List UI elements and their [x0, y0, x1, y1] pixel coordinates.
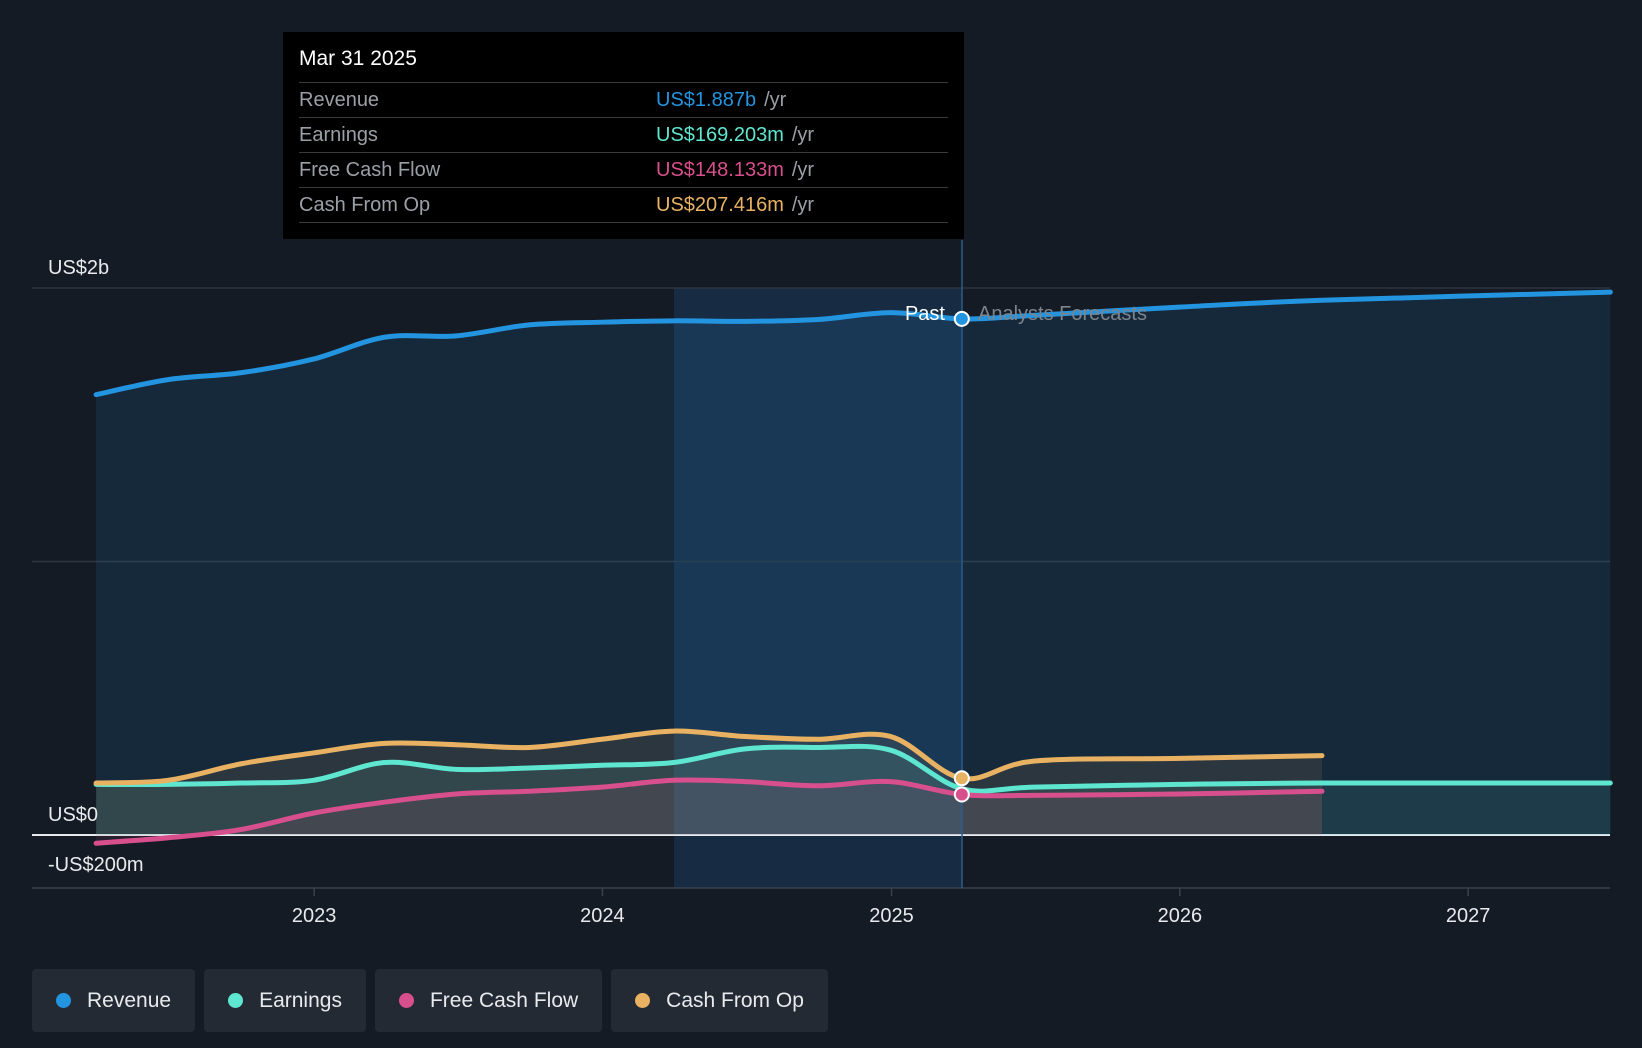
cash-from-op-area — [96, 731, 1323, 835]
legend-item-revenue[interactable]: Revenue — [32, 969, 196, 1032]
legend-item-earnings[interactable]: Earnings — [204, 969, 366, 1032]
hover-markers — [953, 310, 970, 803]
tooltip-value: US$169.203m — [656, 123, 784, 146]
grid — [32, 287, 1610, 889]
tooltip-row-earnings: Earnings US$169.203m /yr — [299, 117, 948, 152]
x-tick-label: 2023 — [292, 905, 337, 927]
tooltip-label: Revenue — [299, 88, 380, 111]
cash-from-op-marker — [953, 770, 970, 787]
legend-label: Cash From Op — [666, 988, 804, 1012]
tooltip-row-revenue: Revenue US$1.887b /yr — [299, 82, 948, 117]
legend-label: Free Cash Flow — [429, 988, 579, 1012]
y-axis-labels: US$2b US$0 -US$200m — [48, 257, 144, 876]
tooltip-label: Free Cash Flow — [299, 158, 441, 181]
revenue-line — [93, 289, 1613, 398]
tooltip-value: US$1.887b — [656, 88, 757, 111]
revenue-area — [96, 292, 1611, 835]
tooltip-unit: /yr — [764, 88, 787, 111]
tooltip-unit: /yr — [791, 158, 815, 181]
legend-dot-icon — [228, 993, 244, 1008]
free-cash-flow-marker — [953, 786, 970, 803]
tooltip-row-cash-from-op: Cash From Op US$207.416m /yr — [299, 187, 948, 223]
legend-dot-icon — [56, 993, 71, 1008]
tooltip-unit: /yr — [791, 193, 815, 216]
x-tick-label: 2027 — [1446, 905, 1491, 927]
tooltip-row-free-cash-flow: Free Cash Flow US$148.133m /yr — [299, 152, 948, 187]
legend-dot-icon — [398, 993, 414, 1008]
legend: Revenue Earnings Free Cash Flow Cash Fro… — [32, 969, 828, 1032]
tooltip-value: US$148.133m — [656, 158, 784, 181]
legend-label: Earnings — [259, 988, 342, 1012]
tooltip-label: Earnings — [299, 123, 378, 146]
tooltip-value: US$207.416m — [656, 193, 784, 216]
y-tick-label: US$0 — [48, 804, 98, 826]
series-areas — [96, 292, 1611, 844]
legend-dot-icon — [635, 993, 651, 1008]
earnings-area — [96, 746, 1611, 835]
free-cash-flow-line — [93, 777, 1325, 846]
past-label: Past — [905, 303, 945, 325]
x-tick-label: 2025 — [869, 905, 914, 927]
tooltip-label: Cash From Op — [299, 193, 431, 216]
forecast-label: Analysts Forecasts — [978, 303, 1147, 325]
tooltip-unit: /yr — [791, 123, 815, 146]
legend-label: Revenue — [87, 988, 172, 1012]
x-axis-labels: 2023 2024 2025 2026 2027 — [292, 888, 1491, 927]
x-tick-label: 2026 — [1158, 905, 1203, 927]
y-tick-label: US$2b — [48, 257, 109, 279]
tooltip-date: Mar 31 2025 — [299, 47, 417, 70]
legend-item-free-cash-flow[interactable]: Free Cash Flow — [374, 969, 603, 1032]
series-lines — [93, 289, 1613, 846]
cash-from-op-line — [93, 728, 1325, 786]
y-tick-label: -US$200m — [48, 854, 144, 876]
legend-item-cash-from-op[interactable]: Cash From Op — [611, 969, 828, 1032]
revenue-marker — [953, 310, 970, 327]
earnings-line — [93, 743, 1613, 794]
x-tick-label: 2024 — [580, 905, 625, 927]
hover-tooltip: Mar 31 2025 Revenue US$1.887b /yr Earnin… — [283, 32, 964, 239]
